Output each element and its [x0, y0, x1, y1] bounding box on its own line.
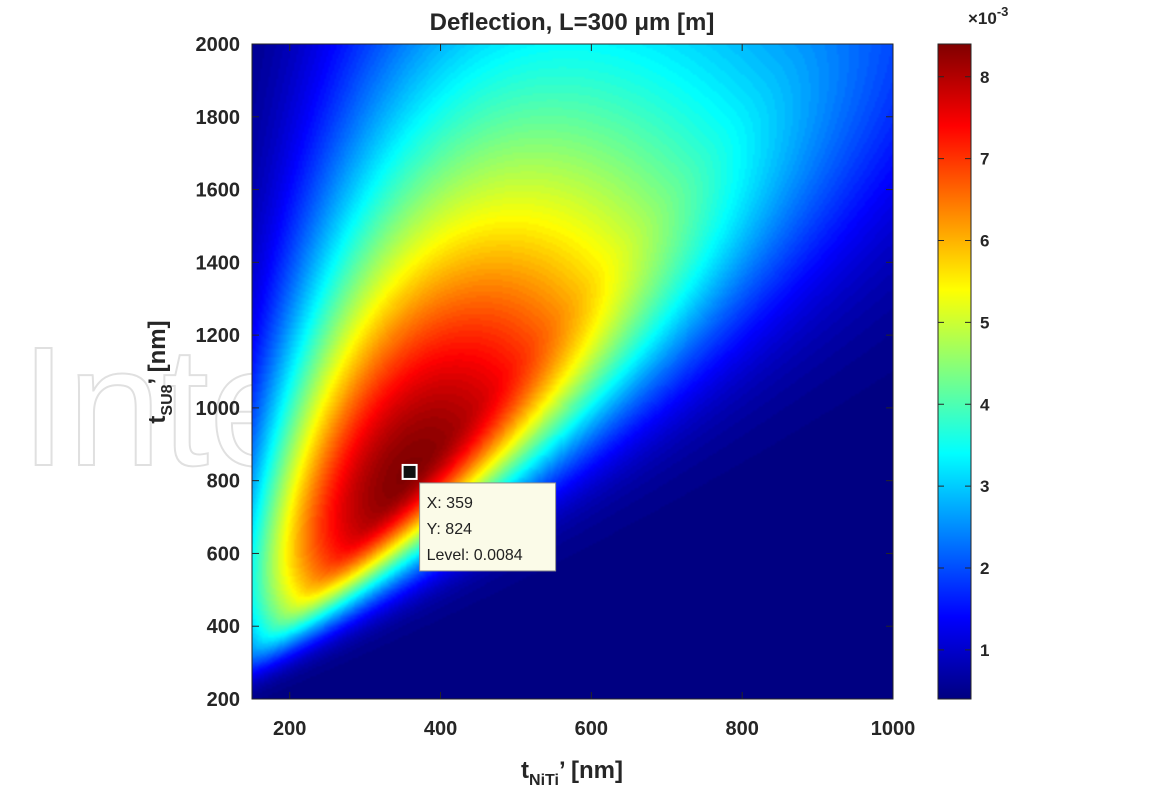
datatip-marker[interactable] — [401, 463, 418, 480]
colorbar-gradient — [938, 44, 971, 699]
x-tick-label: 600 — [575, 718, 608, 740]
colorbar-exponent: ×10-3 — [968, 4, 1008, 28]
y-tick-label: 200 — [207, 689, 240, 711]
x-axis-label: tNiTi’ [nm] — [521, 757, 623, 789]
x-tick-label: 800 — [725, 718, 758, 740]
y-label-main: t — [144, 416, 171, 424]
x-label-sub: NiTi — [529, 772, 559, 789]
y-tick-label: 800 — [207, 471, 240, 493]
y-tick-label: 2000 — [196, 34, 241, 56]
colorbar-tick-label: 8 — [980, 68, 989, 87]
datatip-x: X: 359 — [427, 495, 473, 512]
y-tick-label: 1800 — [196, 107, 241, 129]
y-tick-label: 1600 — [196, 180, 241, 202]
x-label-suffix: ’ [nm] — [559, 757, 623, 784]
datatip-box — [419, 482, 557, 572]
y-tick-label: 1000 — [196, 398, 241, 420]
colorbar-tick-label: 4 — [980, 395, 990, 414]
x-tick-label: 400 — [424, 718, 457, 740]
datatip[interactable]: X: 359 Y: 824 Level: 0.0084 — [401, 463, 557, 572]
x-tick-label: 1000 — [871, 718, 916, 740]
plot-area — [251, 43, 894, 700]
colorbar-tick-label: 5 — [980, 313, 989, 332]
y-tick-label: 1400 — [196, 252, 241, 274]
colorbar: 1 2 3 4 5 6 7 8 ×10-3 — [937, 4, 1008, 700]
colorbar-tick-label: 7 — [980, 150, 989, 169]
x-axis: 200 400 600 800 1000 — [273, 44, 915, 740]
y-axis: 200 400 600 800 1000 1200 1400 1600 1800 2000 — [196, 34, 893, 711]
chart-title: Deflection, L=300 μm [m] — [430, 9, 715, 36]
datatip-y: Y: 824 — [427, 521, 472, 538]
colorbar-tick-label: 2 — [980, 559, 989, 578]
colorbar-exponent-power: -3 — [997, 4, 1009, 19]
colorbar-tick-label: 6 — [980, 232, 989, 251]
heatmap-surface — [252, 44, 893, 699]
x-tick-label: 200 — [273, 718, 306, 740]
colorbar-tick-label: 1 — [980, 641, 989, 660]
y-label-suffix: ’ [nm] — [144, 320, 171, 384]
colorbar-ticks: 1 2 3 4 5 6 7 8 — [938, 68, 990, 660]
y-axis-label: tSU8’ [nm] — [144, 320, 176, 423]
x-label-main: t — [521, 757, 529, 784]
colorbar-frame — [937, 43, 972, 700]
colorbar-exponent-base: ×10 — [968, 9, 997, 28]
datatip-level: Level: 0.0084 — [427, 547, 523, 564]
y-tick-label: 400 — [207, 616, 240, 638]
y-label-sub: SU8 — [159, 384, 176, 415]
plot-frame — [251, 43, 894, 700]
y-tick-label: 600 — [207, 543, 240, 565]
y-tick-label: 1200 — [196, 325, 241, 347]
colorbar-tick-label: 3 — [980, 477, 989, 496]
